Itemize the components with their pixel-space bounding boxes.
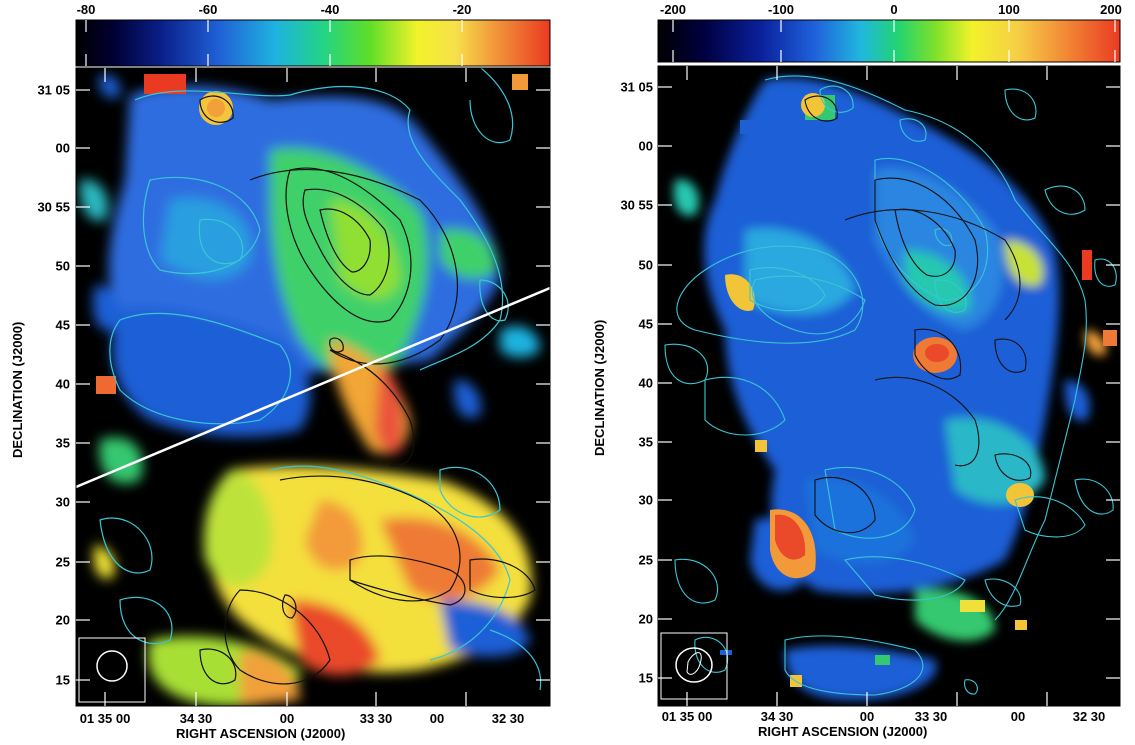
left-map-graphic xyxy=(75,19,551,707)
left-dec-tick-label: 50 xyxy=(55,258,70,274)
right-ra-tick-label: 33 30 xyxy=(914,709,948,724)
right-colorbar-tick-label: 0 xyxy=(890,2,898,17)
left-dec-tick-label: 31 05 xyxy=(37,82,70,98)
right-map-graphic xyxy=(657,19,1121,707)
right-ra-tick-label: 32 30 xyxy=(1072,709,1106,724)
right-dec-tick-label: 30 xyxy=(638,492,653,508)
left-dec-tick-label: 40 xyxy=(55,376,70,392)
right-dec-tick-label: 30 55 xyxy=(620,197,653,213)
right-colorbar xyxy=(657,19,1121,63)
left-x-axis-title: RIGHT ASCENSION (J2000) xyxy=(176,726,346,741)
left-dec-tick-label: 30 xyxy=(55,494,70,510)
right-dec-tick-label: 15 xyxy=(638,670,653,686)
right-ra-tick-label: 01 35 00 xyxy=(661,709,713,724)
left-y-axis-title: DECLINATION (J2000) xyxy=(10,321,25,458)
left-ra-tick-label: 01 35 00 xyxy=(79,711,131,726)
right-dec-tick-label: 45 xyxy=(638,316,653,332)
slice-line xyxy=(76,286,550,489)
right-colorbar-tick-label: 100 xyxy=(998,2,1020,17)
right-beam-ellipse xyxy=(675,647,713,683)
left-colorbar-tick-label: -20 xyxy=(452,2,472,17)
right-x-axis-title: RIGHT ASCENSION (J2000) xyxy=(758,724,928,739)
left-colorbar xyxy=(75,19,551,67)
right-ra-tick-label: 00 xyxy=(1010,709,1026,724)
left-dec-tick-label: 30 55 xyxy=(37,199,70,215)
left-beam-box xyxy=(78,637,146,703)
left-colorbar-tick-label: -60 xyxy=(198,2,218,17)
right-dec-tick-label: 20 xyxy=(638,611,653,627)
left-colorbar-tick-label: -40 xyxy=(320,2,340,17)
right-dec-tick-label: 31 05 xyxy=(620,79,653,95)
left-colorbar-tick-label: -80 xyxy=(76,2,96,17)
right-y-axis-title: DECLINATION (J2000) xyxy=(592,319,607,456)
right-dec-tick-label: 25 xyxy=(638,552,653,568)
right-dec-tick-label: 40 xyxy=(638,375,653,391)
right-map-image xyxy=(660,75,1117,700)
left-ra-tick-label: 00 xyxy=(279,711,295,726)
right-dec-tick-label: 50 xyxy=(638,257,653,273)
left-map-image xyxy=(76,68,550,706)
left-ra-tick-label: 32 30 xyxy=(491,711,525,726)
left-ra-tick-label: 33 30 xyxy=(359,711,393,726)
left-dec-tick-label: 20 xyxy=(55,612,70,628)
left-ra-tick-label: 34 30 xyxy=(179,711,213,726)
right-colorbar-tick-label: 200 xyxy=(1100,2,1122,17)
left-map-panel: -80 -60 -40 -20 31 05 00 30 55 50 45 40 … xyxy=(0,0,560,745)
right-map-panel: -200 -100 0 100 200 31 05 00 30 55 50 45… xyxy=(575,0,1135,745)
left-dec-tick-label: 45 xyxy=(55,317,70,333)
right-beam-box xyxy=(660,632,728,700)
right-colorbar-tick-label: -100 xyxy=(767,2,795,17)
right-colorbar-tick-label: -200 xyxy=(659,2,687,17)
right-dec-tick-label: 35 xyxy=(638,434,653,450)
right-dec-tick-label: 00 xyxy=(638,138,653,154)
left-dec-tick-label: 25 xyxy=(55,554,70,570)
left-beam-ellipse xyxy=(96,650,128,682)
left-dec-tick-label: 35 xyxy=(55,435,70,451)
right-ra-tick-label: 34 30 xyxy=(760,709,794,724)
left-dec-tick-label: 15 xyxy=(55,672,70,688)
right-ra-tick-label: 00 xyxy=(859,709,875,724)
left-ra-tick-label: 00 xyxy=(429,711,445,726)
left-dec-tick-label: 00 xyxy=(55,140,70,156)
